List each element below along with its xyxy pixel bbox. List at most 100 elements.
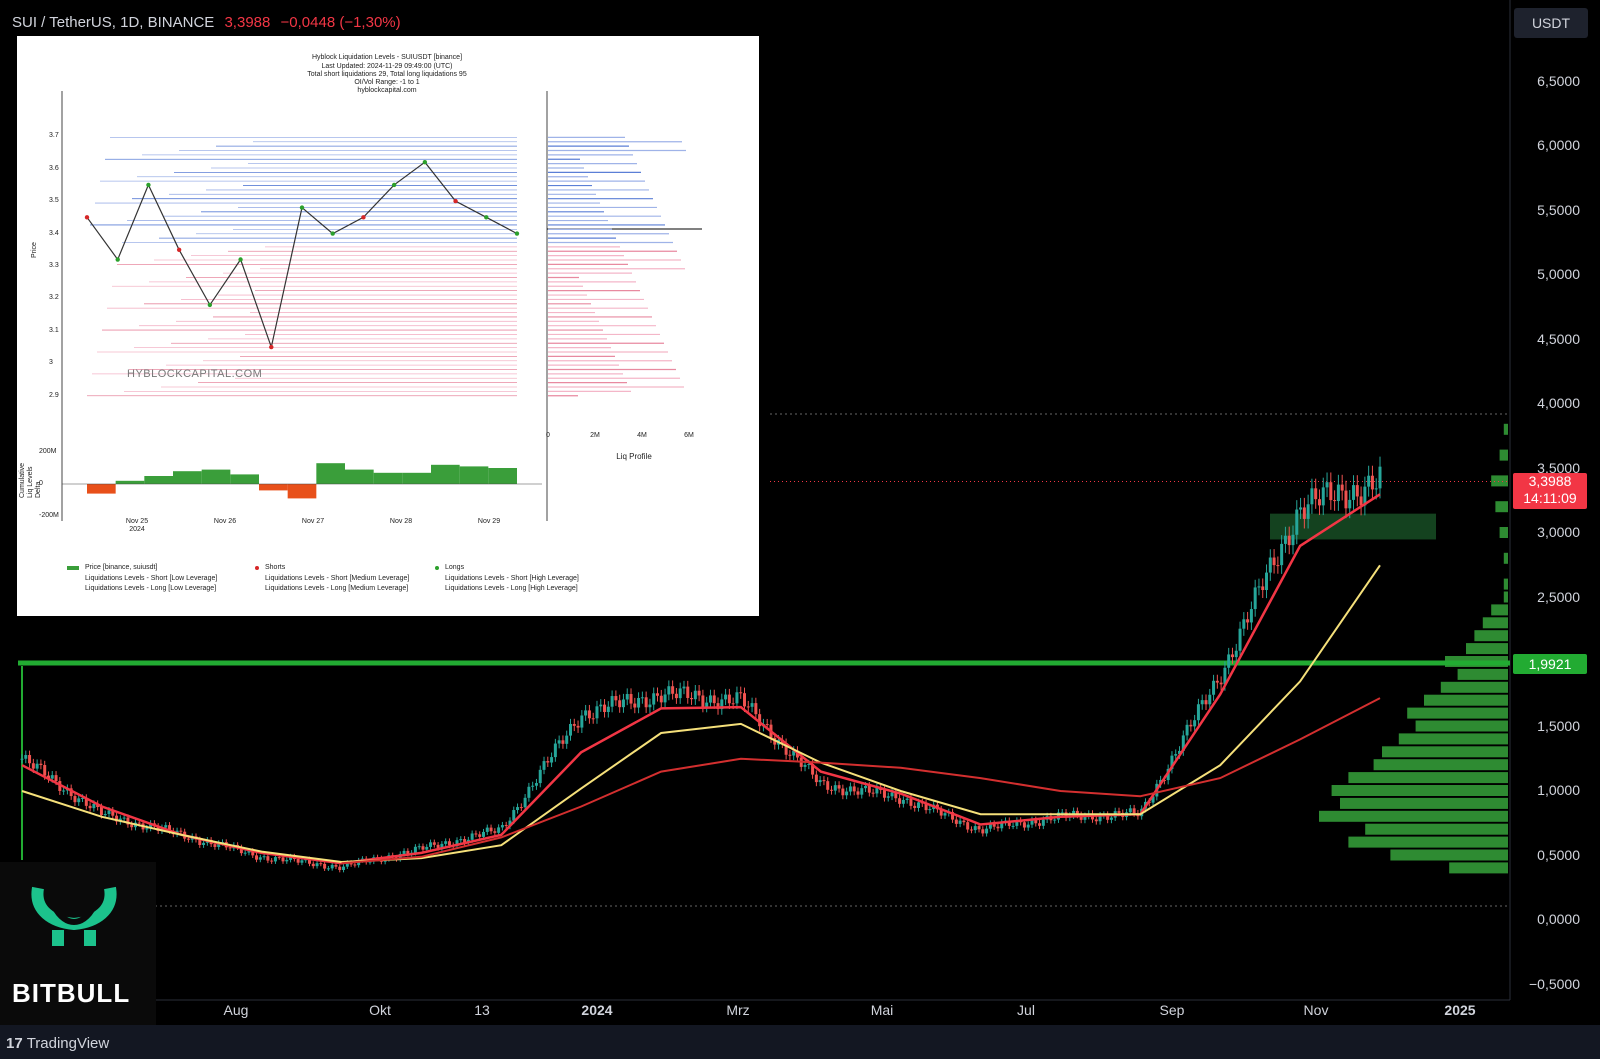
candle-body — [1117, 811, 1121, 813]
candle-body — [519, 807, 523, 809]
candle-body — [266, 856, 270, 861]
candle-body — [330, 864, 334, 869]
delta-bar — [259, 484, 288, 491]
candle-body — [727, 694, 731, 704]
candle-body — [440, 843, 444, 848]
candle-body — [1041, 819, 1045, 826]
moving-average-ma-slow — [21, 564, 1381, 864]
candle-body — [1325, 482, 1329, 488]
volume-profile-bar — [1373, 759, 1508, 771]
candle-body — [743, 693, 747, 707]
candle-body — [1257, 586, 1261, 588]
candle-body — [1204, 700, 1208, 705]
candle-body — [663, 694, 667, 703]
candle-body — [913, 805, 917, 808]
inset-watermark: HYBLOCKCAPITAL.COM — [127, 368, 263, 380]
candle-body — [1083, 816, 1087, 820]
candle-body — [311, 863, 315, 867]
candle-body — [886, 796, 890, 798]
candle-body — [262, 856, 266, 858]
candle-body — [746, 706, 750, 708]
candle-body — [122, 817, 126, 819]
volume-profile-bar — [1503, 552, 1508, 564]
legend-longs-marker — [435, 566, 439, 570]
candle-body — [1106, 814, 1110, 820]
delta-y-tick: 0 — [39, 480, 43, 487]
candle-body — [1363, 486, 1367, 506]
candle-body — [1352, 485, 1356, 500]
candle-body — [1011, 825, 1015, 827]
delta-bar — [115, 480, 145, 484]
candle-body — [470, 833, 474, 840]
candle-body — [481, 831, 485, 837]
candle-body — [281, 857, 285, 862]
candle-body — [77, 798, 81, 803]
inset-subtitle-4: hyblockcapital.com — [357, 87, 417, 94]
currency-button[interactable]: USDT — [1514, 8, 1588, 38]
delta-bar — [431, 464, 460, 484]
tradingview-brand[interactable]: 17 TradingView — [6, 1035, 109, 1052]
candle-body — [1317, 499, 1321, 506]
candle-body — [860, 788, 864, 795]
candle-body — [1128, 808, 1132, 813]
delta-y-label: Delta — [35, 481, 42, 498]
candle-body — [62, 790, 66, 792]
price-axis-label: 5,5000 — [1537, 201, 1580, 218]
candle-body — [826, 781, 830, 790]
time-axis-label: Jul — [1017, 1002, 1035, 1018]
candle-body — [814, 774, 818, 783]
inset-liquidation-dot — [514, 231, 520, 236]
candle-body — [81, 797, 85, 799]
candle-body — [92, 803, 96, 809]
volume-profile-bar — [1503, 578, 1508, 590]
candle-body — [198, 839, 202, 845]
candle-body — [659, 695, 663, 703]
candle-body — [289, 856, 293, 860]
candle-body — [46, 775, 50, 779]
volume-profile-bar — [1331, 785, 1508, 796]
volume-profile-bar — [1474, 630, 1508, 642]
candle-body — [88, 805, 92, 809]
inset-liquidation-dot — [207, 302, 213, 308]
inset-y-tick: 3 — [49, 359, 53, 367]
candle-body — [145, 828, 149, 830]
candle-body — [595, 706, 599, 719]
candle-body — [1075, 810, 1079, 815]
price-axis-label: 6,0000 — [1537, 137, 1580, 153]
candle-body — [1219, 682, 1223, 685]
symbol-title: SUI / TetherUS, 1D, BINANCE — [12, 14, 215, 31]
candle-body — [875, 787, 879, 794]
candle-body — [655, 693, 659, 696]
candle-body — [28, 755, 32, 764]
candle-body — [1249, 609, 1253, 623]
candle-body — [251, 850, 255, 856]
delta-bar — [201, 469, 231, 484]
delta-y-label: Liq Levels — [27, 466, 34, 498]
candle-body — [765, 724, 769, 726]
candle-body — [273, 857, 277, 862]
candle-body — [1314, 488, 1318, 500]
price-axis-background — [1510, 0, 1600, 1025]
candle-body — [1306, 504, 1310, 519]
candle-body — [1310, 488, 1314, 505]
delta-y-tick: -200M — [39, 512, 59, 519]
inset-x-tick: Nov 27 — [301, 518, 325, 525]
candle-body — [1283, 535, 1287, 544]
candle-body — [811, 764, 815, 775]
candle-body — [213, 844, 217, 847]
price-axis-label: 1,5000 — [1537, 717, 1580, 734]
candle-body — [277, 857, 281, 859]
candle-body — [516, 807, 520, 811]
candle-body — [1200, 700, 1204, 705]
candle-body — [413, 846, 417, 853]
candle-body — [1034, 819, 1038, 824]
candle-body — [1151, 796, 1155, 803]
candle-body — [1299, 507, 1303, 510]
price-change: −0,0448 (−1,30%) — [280, 14, 401, 31]
last-price: 3,3988 — [224, 14, 271, 31]
candle-body — [538, 769, 542, 784]
candle-body — [693, 690, 697, 700]
candle-body — [992, 823, 996, 827]
tradingview-icon: 17 — [6, 1035, 23, 1052]
candle-body — [425, 846, 429, 850]
